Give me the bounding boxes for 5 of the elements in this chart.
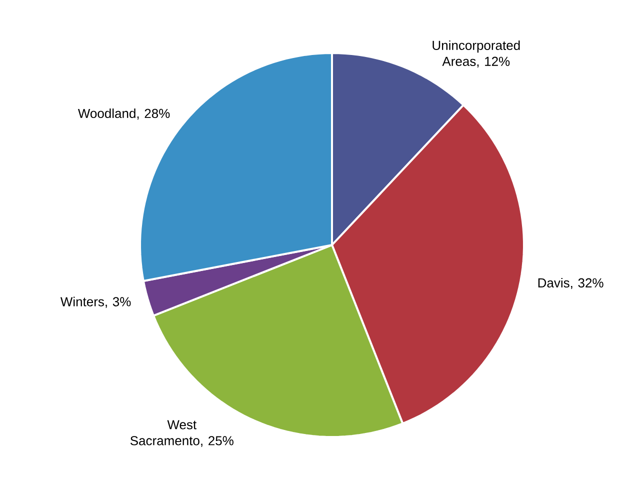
slice-label: Davis, 32% bbox=[538, 278, 604, 290]
slice-label: Unincorporated Areas, 12% bbox=[432, 40, 520, 68]
slice-label: Woodland, 28% bbox=[78, 108, 170, 120]
slice-label: Winters, 3% bbox=[60, 296, 131, 308]
slice-label: West Sacramento, 25% bbox=[130, 420, 234, 447]
